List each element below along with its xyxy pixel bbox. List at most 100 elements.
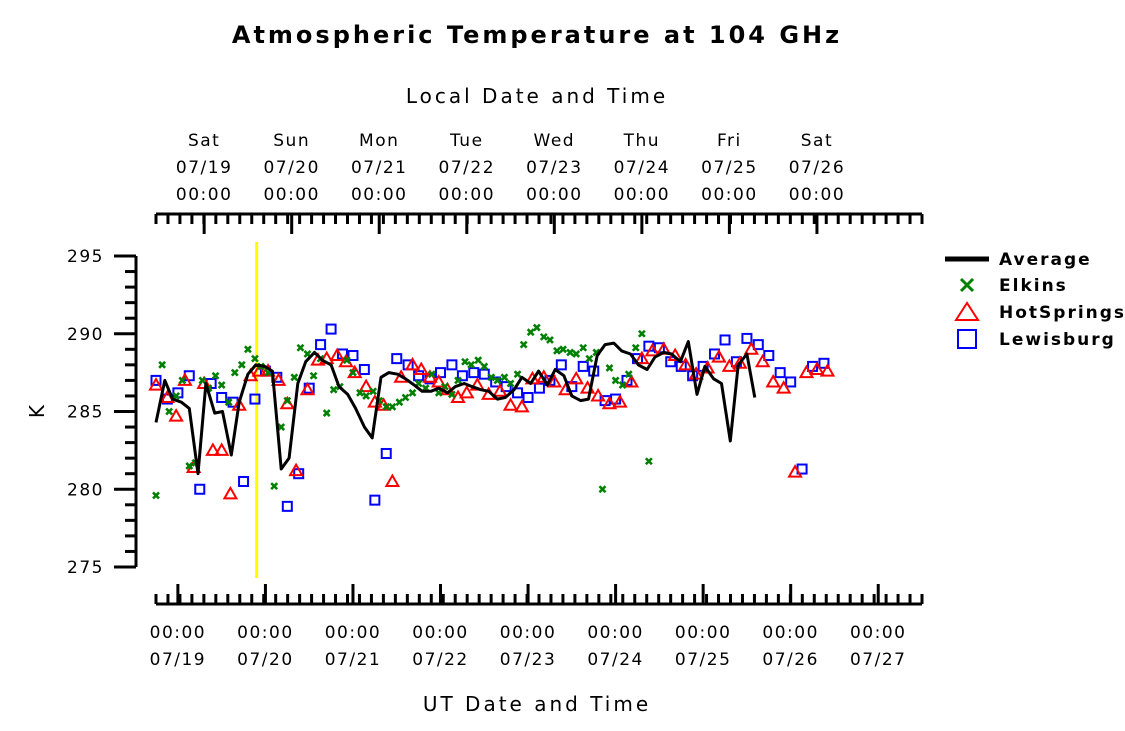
- x-stroke: [532, 323, 541, 332]
- point-elkins: [401, 393, 410, 402]
- bottom-axis-title: UT Date and Time: [423, 692, 651, 716]
- legend-item-elkins: Elkins: [959, 276, 1066, 296]
- x-stroke: [395, 398, 404, 407]
- point-elkins: [382, 402, 391, 411]
- point-lewisburg: [446, 359, 458, 371]
- point-elkins: [637, 329, 646, 338]
- top-tick-date: 07/23: [526, 158, 583, 178]
- point-lewisburg: [358, 364, 370, 376]
- point-hotsprings: [644, 342, 661, 357]
- point-hotsprings: [568, 370, 584, 385]
- point-elkins: [546, 336, 554, 344]
- top-tick-day: Mon: [359, 131, 399, 151]
- bottom-tick-date: 07/20: [237, 650, 294, 670]
- point-elkins: [349, 368, 357, 377]
- point-elkins: [480, 362, 489, 371]
- point-lewisburg: [150, 374, 162, 386]
- point-lewisburg: [435, 367, 447, 379]
- point-elkins: [644, 457, 653, 466]
- top-tick-time: 00:00: [263, 185, 320, 205]
- legend-item-hotsprings: HotSprings: [954, 301, 1124, 323]
- x-stroke: [152, 491, 160, 500]
- point-elkins: [539, 332, 548, 341]
- x-stroke: [637, 329, 646, 338]
- top-axis: Sat 07/19 00:00 Sun 07/20 00:00 Mon 07/21 00:00 T…: [154, 131, 924, 234]
- point-hotsprings: [634, 350, 650, 365]
- point-hotsprings: [711, 349, 727, 363]
- x-stroke: [605, 364, 614, 372]
- x-stroke: [322, 409, 331, 417]
- point-hotsprings: [765, 373, 781, 388]
- top-tick-time: 00:00: [701, 185, 758, 205]
- top-tick-time: 00:00: [439, 185, 496, 205]
- legend-label-lewisburg: Lewisburg: [999, 330, 1116, 350]
- x-stroke: [519, 340, 528, 349]
- x-stroke: [303, 350, 312, 358]
- x-stroke: [546, 336, 554, 344]
- point-lewisburg: [315, 339, 327, 351]
- top-tick-date: 07/25: [701, 158, 758, 178]
- x-stroke: [440, 382, 449, 391]
- legend-label-average: Average: [999, 250, 1092, 270]
- point-lewisburg: [281, 500, 293, 512]
- y-axis: 275 280 285 290 295: [67, 247, 138, 578]
- point-lewisburg: [818, 357, 830, 369]
- x-stroke: [408, 388, 417, 397]
- point-hotsprings: [358, 378, 374, 393]
- point-elkins: [585, 354, 594, 363]
- x-stroke: [526, 328, 535, 337]
- point-hotsprings: [413, 361, 429, 376]
- point-elkins: [270, 482, 279, 491]
- point-hotsprings: [721, 358, 738, 372]
- series-average: [154, 340, 757, 476]
- point-elkins: [356, 388, 364, 397]
- x-stroke: [618, 381, 627, 389]
- point-lewisburg: [555, 359, 567, 371]
- top-tick-day: Thu: [623, 131, 660, 151]
- top-tick-time: 00:00: [526, 185, 583, 205]
- x-stroke: [224, 398, 233, 407]
- x-stroke: [342, 356, 351, 365]
- x-stroke: [598, 485, 607, 494]
- point-hotsprings: [798, 364, 815, 379]
- point-elkins: [532, 323, 541, 332]
- bottom-tick-date: 07/26: [762, 650, 819, 670]
- point-elkins: [519, 340, 528, 349]
- point-lewisburg: [763, 350, 775, 362]
- x-stroke: [198, 376, 207, 385]
- point-hotsprings: [384, 473, 401, 487]
- x-stroke: [624, 370, 633, 379]
- point-elkins: [618, 381, 627, 389]
- bottom-tick-date: 07/21: [325, 650, 382, 670]
- point-elkins: [277, 423, 286, 431]
- x-stroke: [270, 482, 279, 491]
- point-hotsprings: [743, 341, 760, 355]
- y-tick-label: 295: [67, 247, 104, 267]
- point-lewisburg: [325, 323, 337, 335]
- point-hotsprings: [677, 356, 694, 371]
- top-tick-time: 00:00: [614, 185, 671, 205]
- legend-swatch-lewisburg: [957, 329, 977, 349]
- point-elkins: [237, 360, 246, 369]
- x-stroke: [244, 345, 252, 354]
- x-stroke: [211, 371, 220, 380]
- point-elkins: [572, 350, 581, 358]
- x-stroke: [493, 376, 502, 385]
- point-hotsprings: [270, 372, 287, 386]
- point-lewisburg: [380, 447, 392, 459]
- legend-item-lewisburg: Lewisburg: [957, 329, 1116, 350]
- point-lewisburg: [533, 382, 545, 394]
- point-lewisburg: [468, 367, 480, 379]
- point-elkins: [165, 407, 174, 416]
- x-stroke: [474, 356, 483, 365]
- x-stroke: [217, 381, 226, 389]
- series-hotsprings: [148, 341, 836, 500]
- y-axis-title: K: [25, 402, 49, 418]
- x-stroke: [447, 390, 456, 399]
- point-lewisburg: [238, 475, 250, 487]
- x-stroke: [480, 362, 489, 371]
- y-tick-label: 280: [67, 480, 104, 500]
- point-elkins: [493, 376, 502, 385]
- x-stroke: [644, 457, 653, 466]
- point-lewisburg: [369, 494, 381, 506]
